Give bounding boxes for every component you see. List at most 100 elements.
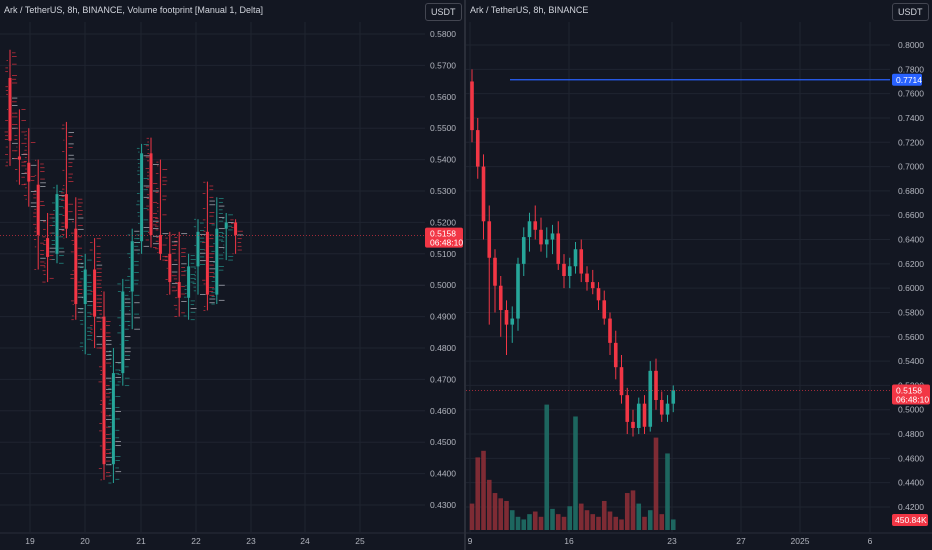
volume-bar — [584, 510, 590, 530]
candle — [665, 395, 670, 422]
candle-body — [671, 390, 676, 404]
x-tick-label: 6 — [868, 536, 873, 546]
footprint-candle — [230, 219, 244, 255]
candle — [590, 269, 595, 295]
volume-bar — [521, 519, 527, 530]
footprint-candle — [79, 253, 93, 355]
horizontal-line-tag: 0.7714 — [892, 73, 922, 86]
candle — [573, 241, 578, 274]
candlestick-chart-pane[interactable]: 0.8000 0.7800 0.7600 0.7400 0.7200 0.7000 0.68… — [466, 0, 932, 550]
candle-body — [74, 228, 78, 305]
candle-body — [17, 156, 21, 160]
candle — [648, 361, 653, 432]
horizontal-line-value: 0.7714 — [896, 75, 922, 85]
footprint-chart-pane[interactable]: 0.5800 0.5700 0.5600 0.5500 0.5400 0.5300 0.52… — [0, 0, 464, 550]
candle-body — [111, 373, 115, 465]
y-tick-label: 0.4700 — [430, 374, 456, 384]
candle — [487, 205, 492, 325]
x-tick-label: 25 — [355, 536, 365, 546]
y-tick-label: 0.7000 — [898, 162, 924, 172]
candle — [539, 217, 543, 252]
candle-body — [121, 291, 125, 374]
left-currency-unit-button[interactable]: USDT — [425, 3, 462, 21]
candle-body — [544, 239, 549, 245]
candle-body — [567, 266, 572, 276]
volume-tag: 450.84K — [892, 514, 928, 526]
candle-body — [196, 231, 200, 267]
volume-bar — [561, 516, 567, 530]
candle-body — [539, 229, 543, 245]
volume-bar — [469, 503, 475, 530]
candle — [631, 409, 635, 437]
y-tick-label: 0.5600 — [898, 332, 924, 342]
countdown-value: 06:48:10 — [896, 395, 929, 405]
volume-bar — [481, 450, 486, 530]
candle-body — [631, 421, 635, 428]
candle-body — [590, 282, 595, 289]
candle — [533, 205, 538, 240]
candle-body — [585, 273, 589, 283]
candle — [504, 300, 509, 356]
candle-body — [475, 130, 480, 167]
candlestick-chart[interactable]: 0.8000 0.7800 0.7600 0.7400 0.7200 0.7000 0.68… — [466, 0, 932, 550]
volume-bar — [532, 511, 538, 530]
candle-body — [636, 403, 641, 428]
footprint-candle — [220, 212, 234, 261]
candle — [636, 397, 641, 435]
y-tick-label: 0.5800 — [430, 29, 456, 39]
footprint-candle — [98, 291, 112, 481]
volume-bar — [544, 404, 550, 530]
y-tick-label: 0.7800 — [898, 64, 924, 74]
footprint-chart[interactable]: 0.5800 0.5700 0.5600 0.5500 0.5400 0.5300 0.52… — [0, 0, 464, 550]
x-tick-label: 19 — [25, 536, 35, 546]
x-tick-label: 27 — [736, 536, 746, 546]
volume-bar — [630, 490, 636, 530]
footprint-candle — [23, 128, 37, 208]
y-tick-label: 0.6200 — [898, 259, 924, 269]
y-tick-label: 0.5400 — [898, 356, 924, 366]
y-tick-label: 0.4600 — [430, 406, 456, 416]
x-tick-label: 24 — [300, 536, 310, 546]
candle — [596, 282, 601, 311]
candle — [470, 69, 474, 143]
candle — [527, 212, 532, 252]
y-tick-label: 0.5000 — [898, 405, 924, 415]
right-currency-unit-button[interactable]: USDT — [892, 3, 929, 21]
candle-body — [64, 194, 68, 229]
volume-bar — [642, 516, 647, 530]
candle-body — [504, 310, 509, 325]
candle-body — [234, 222, 238, 235]
candle-body — [140, 153, 144, 242]
candle-body — [602, 300, 607, 319]
candle — [544, 227, 549, 258]
countdown-value: 06:48:10 — [430, 238, 463, 248]
volume-bar — [573, 416, 578, 530]
volume-value: 450.84K — [895, 515, 927, 525]
y-tick-label: 0.6400 — [898, 235, 924, 245]
candle — [625, 387, 630, 435]
candle — [585, 266, 589, 291]
candle — [556, 221, 561, 270]
y-tick-label: 0.5400 — [430, 155, 456, 165]
footprint-candle — [145, 137, 159, 248]
footprint-candle — [70, 197, 84, 321]
volume-bar — [504, 500, 509, 530]
candle-body — [36, 184, 40, 235]
candle-body — [659, 400, 664, 415]
x-tick-label: 16 — [564, 536, 574, 546]
pane-divider[interactable] — [464, 0, 466, 550]
y-tick-label: 0.4800 — [898, 429, 924, 439]
candle-body — [665, 403, 670, 415]
y-tick-label: 0.4200 — [898, 502, 924, 512]
y-tick-label: 0.4600 — [898, 453, 924, 463]
candle — [510, 306, 515, 343]
candle-body — [596, 288, 601, 301]
y-tick-label: 0.7200 — [898, 137, 924, 147]
candle — [475, 117, 480, 179]
volume-bar — [578, 503, 584, 530]
candle-body — [215, 228, 219, 295]
volume-tag-bg — [892, 514, 928, 526]
candle-body — [510, 318, 515, 325]
